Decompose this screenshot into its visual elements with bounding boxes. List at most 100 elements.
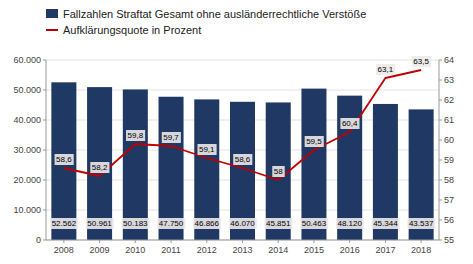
y2-tick bbox=[439, 100, 442, 101]
x-tick bbox=[63, 240, 64, 243]
y-tick-label: 60.000 bbox=[13, 55, 41, 65]
y2-tick bbox=[439, 240, 442, 241]
y2-tick-label: 55 bbox=[444, 235, 454, 245]
grid bbox=[46, 60, 439, 240]
y2-tick-label: 56 bbox=[444, 215, 454, 225]
y2-tick bbox=[439, 140, 442, 141]
x-tick-label: 2010 bbox=[125, 245, 145, 255]
bar bbox=[194, 99, 219, 240]
y2-tick-label: 60 bbox=[444, 135, 454, 145]
bar-label-bg bbox=[122, 218, 150, 229]
bar-label-bg bbox=[193, 218, 221, 229]
legend-label: Fallzahlen Straftat Gesamt ohne auslände… bbox=[63, 8, 366, 20]
x-tick-label: 2012 bbox=[197, 245, 217, 255]
y2-tick bbox=[439, 80, 442, 81]
x-tick bbox=[206, 240, 207, 243]
x-tick bbox=[99, 240, 100, 243]
x-tick-label: 2017 bbox=[375, 245, 395, 255]
y-tick bbox=[43, 180, 46, 181]
line-label: 58 bbox=[274, 167, 283, 176]
line-label-bg bbox=[272, 166, 284, 177]
y2-axis-line bbox=[439, 60, 440, 240]
x-tick-label: 2016 bbox=[340, 245, 360, 255]
bar bbox=[123, 89, 148, 240]
x-tick-label: 2011 bbox=[161, 245, 180, 255]
bar-label-bg bbox=[300, 218, 328, 229]
line-label-bg bbox=[233, 154, 252, 165]
data-labels: 52.56250.96150.18347.75046.86646.07045.8… bbox=[50, 56, 435, 229]
x-tick-label: 2018 bbox=[411, 245, 431, 255]
y-tick bbox=[43, 120, 46, 121]
x-tick bbox=[171, 240, 172, 243]
x-tick-label: 2015 bbox=[304, 245, 324, 255]
line-label: 63,5 bbox=[413, 57, 429, 66]
line-label-bg bbox=[340, 118, 359, 129]
line-label-bg bbox=[376, 64, 395, 75]
line-label-bg bbox=[197, 144, 216, 155]
bar-label-bg bbox=[372, 218, 400, 229]
x-tick bbox=[135, 240, 136, 243]
x-tick bbox=[278, 240, 279, 243]
y2-tick-label: 57 bbox=[444, 195, 454, 205]
line-label-bg bbox=[162, 132, 181, 143]
y-tick-label: 30.000 bbox=[13, 145, 41, 155]
bar-label: 46.070 bbox=[230, 219, 255, 228]
bar-label: 50.463 bbox=[302, 219, 327, 228]
line-label: 59,7 bbox=[163, 133, 179, 142]
bar-label: 52.562 bbox=[52, 219, 77, 228]
chart: Fallzahlen Straftat Gesamt ohne auslände… bbox=[0, 0, 473, 264]
bar-label-bg bbox=[407, 218, 435, 229]
x-tick bbox=[313, 240, 314, 243]
bar bbox=[159, 97, 184, 240]
y-tick-label: 0 bbox=[36, 235, 41, 245]
line-label: 58,2 bbox=[92, 163, 108, 172]
bar-label-bg bbox=[229, 218, 257, 229]
bar bbox=[301, 89, 326, 240]
y2-tick bbox=[439, 180, 442, 181]
y-tick-label: 50.000 bbox=[13, 85, 41, 95]
y-tick bbox=[43, 240, 46, 241]
bar-label-bg bbox=[157, 218, 185, 229]
y2-tick-label: 58 bbox=[444, 175, 454, 185]
bar bbox=[51, 82, 76, 240]
axes: 010.00020.00030.00040.00050.00060.000555… bbox=[13, 55, 454, 255]
bar-label: 48.120 bbox=[337, 219, 362, 228]
y2-tick-label: 59 bbox=[444, 155, 454, 165]
legend-swatch bbox=[46, 29, 58, 31]
line-label-bg bbox=[55, 154, 74, 165]
x-tick bbox=[349, 240, 350, 243]
y2-tick-label: 63 bbox=[444, 75, 454, 85]
y-tick bbox=[43, 150, 46, 151]
line-label: 63,1 bbox=[378, 65, 394, 74]
line-label: 58,6 bbox=[56, 155, 72, 164]
bar-label: 43.537 bbox=[409, 219, 434, 228]
line-label-bg bbox=[305, 136, 324, 147]
y2-tick bbox=[439, 120, 442, 121]
line-label-bg bbox=[90, 162, 109, 173]
bar-label-bg bbox=[86, 218, 114, 229]
line-label: 58,6 bbox=[235, 155, 251, 164]
bar bbox=[409, 109, 434, 240]
bar bbox=[266, 102, 291, 240]
legend: Fallzahlen Straftat Gesamt ohne auslände… bbox=[46, 8, 366, 36]
y2-tick-label: 62 bbox=[444, 95, 454, 105]
bar-label: 46.866 bbox=[195, 219, 220, 228]
bar-label: 50.961 bbox=[87, 219, 112, 228]
line-label: 60,4 bbox=[342, 119, 358, 128]
line-label-bg bbox=[412, 56, 431, 67]
line-label: 59,8 bbox=[128, 131, 144, 140]
y-tick bbox=[43, 210, 46, 211]
x-tick-label: 2009 bbox=[90, 245, 110, 255]
bar-label-bg bbox=[50, 218, 78, 229]
line-label: 59,1 bbox=[199, 145, 215, 154]
y2-tick-label: 61 bbox=[444, 115, 454, 125]
bar-label: 50.183 bbox=[123, 219, 148, 228]
bar bbox=[87, 87, 112, 240]
line bbox=[64, 70, 421, 180]
legend-label: Aufklärungsquote in Prozent bbox=[63, 24, 201, 36]
bar-label-bg bbox=[336, 218, 364, 229]
x-tick bbox=[385, 240, 386, 243]
grid-line bbox=[46, 60, 439, 61]
bar bbox=[373, 104, 398, 240]
y2-tick bbox=[439, 220, 442, 221]
